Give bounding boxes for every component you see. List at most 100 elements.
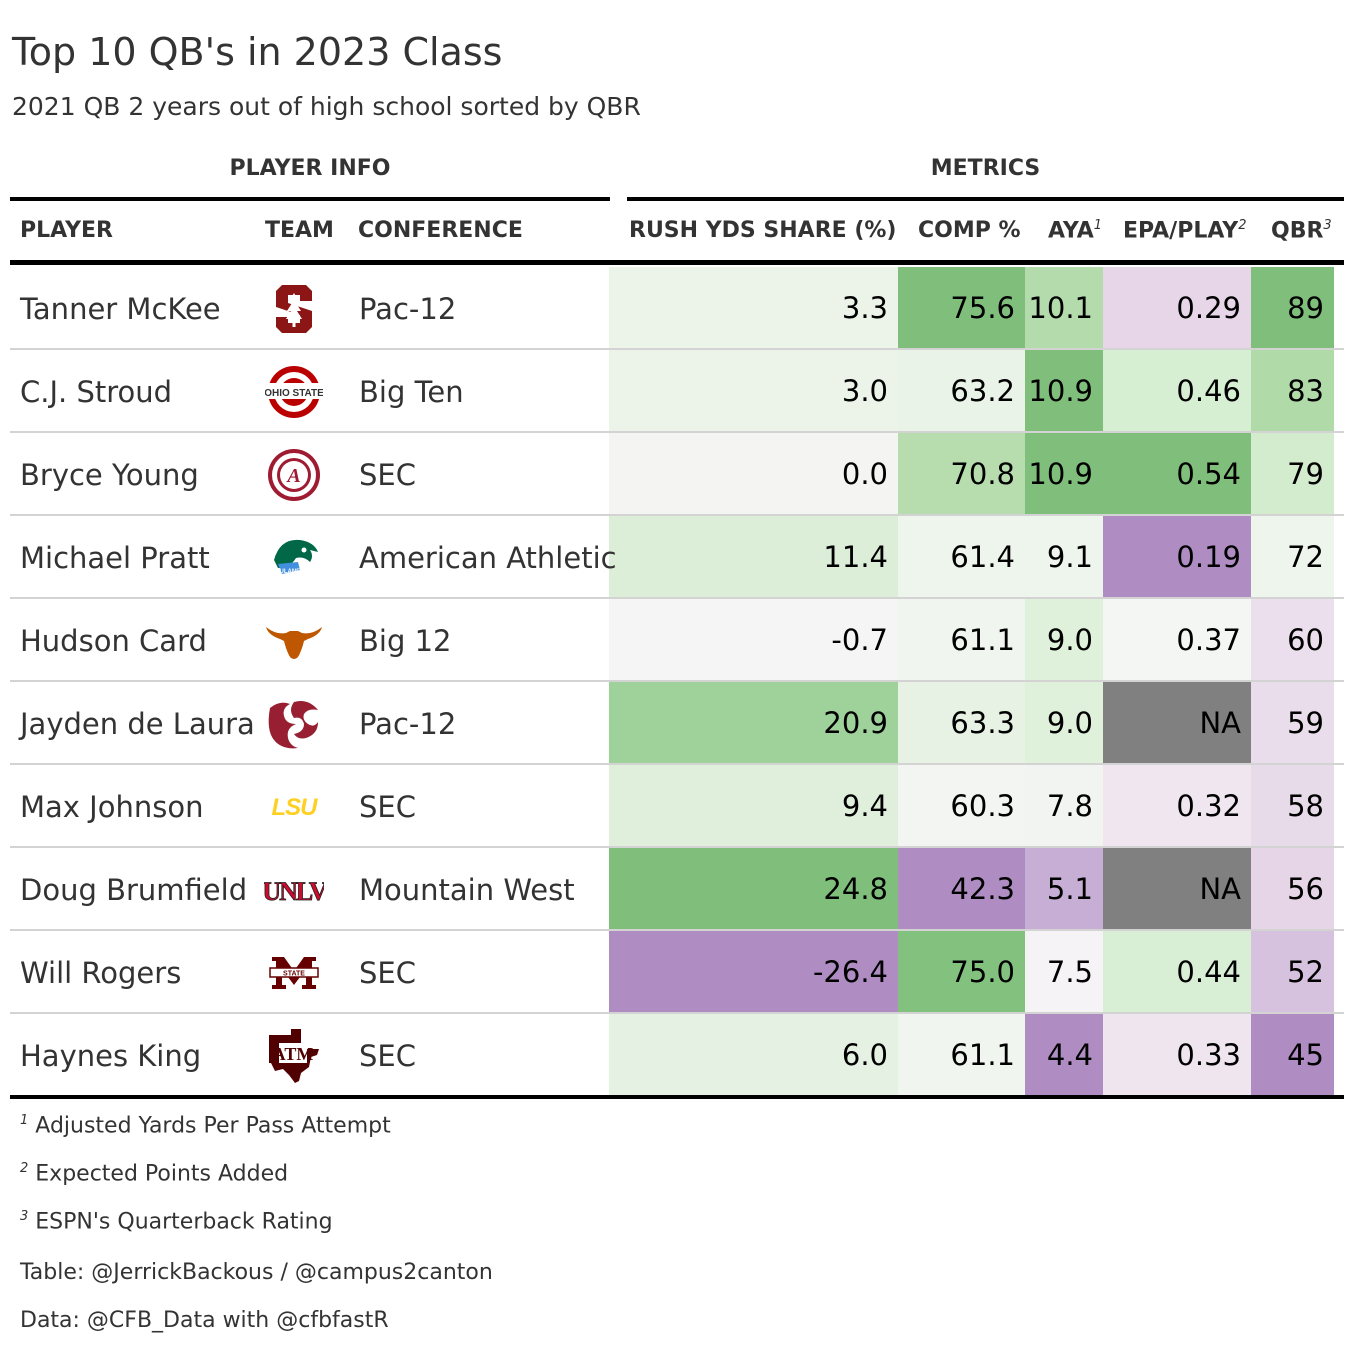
metric-cell-epa: 0.19 (1103, 516, 1251, 597)
conference-name: SEC (359, 955, 416, 990)
footnote-3-mark: 3 (20, 1209, 29, 1224)
lsu-logo-text: LSU (272, 794, 319, 820)
team-logo-icon: LSU (258, 765, 330, 848)
metric-cell-epa: 0.44 (1103, 931, 1251, 1012)
spanner-player-info: PLAYER INFO (229, 156, 391, 181)
table-row: 24.8 42.3 5.1 NA 56 Doug Brumfield UNLV Mountai… (10, 848, 1344, 931)
row-divider (10, 846, 1344, 848)
metric-cell-aya: 10.9 (1025, 350, 1103, 431)
metric-cell-epa: 0.33 (1103, 1014, 1251, 1095)
svg-text:A: A (285, 465, 300, 487)
player-name: C.J. Stroud (20, 374, 173, 409)
team-logo-icon (258, 682, 330, 765)
row-divider (10, 597, 1344, 599)
metric-cell-epa: NA (1103, 682, 1251, 763)
metric-cell-qbr: 59 (1251, 682, 1334, 763)
svg-text:ATM: ATM (273, 1044, 314, 1064)
metric-value-epa: 0.29 (1176, 290, 1241, 325)
player-name: Doug Brumfield (20, 872, 248, 907)
metric-value-aya: 9.0 (1046, 705, 1093, 740)
metric-cell-rush: 6.0 (609, 1014, 898, 1095)
table-row: 3.3 75.6 10.1 0.29 89 Tanner McKee Pac-12 (10, 267, 1344, 350)
spanner-metrics-rule (627, 197, 1344, 201)
metric-value-aya: 5.1 (1046, 871, 1093, 906)
footnote-2-text: Expected Points Added (35, 1161, 289, 1187)
metric-value-comp: 61.4 (950, 539, 1015, 574)
metric-cell-epa: 0.37 (1103, 599, 1251, 680)
metric-value-comp: 70.8 (950, 456, 1015, 491)
footnote-2-mark: 2 (20, 1161, 29, 1176)
spanner-player-info-rule (10, 197, 610, 201)
metric-cell-qbr: 79 (1251, 433, 1334, 514)
metric-cell-rush: 3.3 (609, 267, 898, 348)
ohio-state-logo-text: OHIO STATE (265, 388, 323, 399)
row-divider (10, 1012, 1344, 1014)
footnote-2: 2 Expected Points Added (20, 1161, 288, 1186)
metric-cell-comp: 42.3 (898, 848, 1025, 929)
conference-name: American Athletic (359, 540, 617, 575)
metric-cell-aya: 9.0 (1025, 682, 1103, 763)
player-name: Will Rogers (20, 955, 182, 990)
metric-cell-epa: 0.54 (1103, 433, 1251, 514)
metric-cell-comp: 75.0 (898, 931, 1025, 1012)
metric-value-qbr: 60 (1287, 622, 1324, 657)
table-row: 6.0 61.1 4.4 0.33 45 Haynes King ATM SEC (10, 1014, 1344, 1095)
metric-value-comp: 63.2 (950, 373, 1015, 408)
metric-value-aya: 7.8 (1046, 788, 1093, 823)
metric-value-epa: NA (1199, 705, 1241, 740)
aya-footnote-mark: 1 (1093, 218, 1103, 233)
metric-cell-qbr: 60 (1251, 599, 1334, 680)
metric-cell-qbr: 72 (1251, 516, 1334, 597)
metric-value-comp: 61.1 (950, 622, 1015, 657)
metric-value-qbr: 59 (1287, 705, 1324, 740)
source-data-credit: Data: @CFB_Data with @cfbfastR (20, 1308, 389, 1333)
qbr-footnote-mark: 3 (1323, 218, 1332, 233)
metric-value-rush: 24.8 (823, 871, 888, 906)
metric-cell-aya: 5.1 (1025, 848, 1103, 929)
metric-value-epa: 0.37 (1176, 622, 1241, 657)
table-row: 11.4 61.4 9.1 0.19 72 Michael Pratt TULANE Amer… (10, 516, 1344, 599)
footnote-3: 3 ESPN's Quarterback Rating (20, 1209, 333, 1234)
metric-value-epa: NA (1199, 871, 1241, 906)
metric-cell-aya: 10.9 (1025, 433, 1103, 514)
team-logo-icon: A (258, 433, 330, 516)
team-logo-icon: UNLV (258, 848, 330, 931)
conference-name: Pac-12 (359, 706, 457, 741)
metric-cell-aya: 9.1 (1025, 516, 1103, 597)
metric-cell-comp: 70.8 (898, 433, 1025, 514)
table-row: 20.9 63.3 9.0 NA 59 Jayden de Laura Pac-12 (10, 682, 1344, 765)
unlv-logo-text: UNLV (264, 877, 324, 906)
team-logo-icon (258, 599, 330, 682)
mississippi-state-logo-text: STATE (283, 970, 305, 977)
metric-cell-rush: -0.7 (609, 599, 898, 680)
row-divider (10, 514, 1344, 516)
metric-cell-rush: 3.0 (609, 350, 898, 431)
table-title: Top 10 QB's in 2023 Class (12, 30, 503, 74)
metric-value-rush: 11.4 (823, 539, 888, 574)
table-row: -26.4 75.0 7.5 0.44 52 Will Rogers STATE SEC (10, 931, 1344, 1014)
metric-cell-epa: NA (1103, 848, 1251, 929)
metric-value-epa: 0.19 (1176, 539, 1241, 574)
metric-cell-rush: -26.4 (609, 931, 898, 1012)
row-divider (10, 680, 1344, 682)
epa-footnote-mark: 2 (1238, 218, 1247, 233)
metric-cell-rush: 20.9 (609, 682, 898, 763)
conference-name: Big Ten (359, 374, 464, 409)
metric-cell-qbr: 45 (1251, 1014, 1334, 1095)
player-name: Jayden de Laura (20, 706, 255, 741)
metric-cell-qbr: 58 (1251, 765, 1334, 846)
metric-value-aya: 7.5 (1046, 954, 1093, 989)
col-header-aya-label: AYA (1048, 218, 1094, 244)
metric-value-rush: -26.4 (812, 954, 888, 989)
metric-cell-qbr: 89 (1251, 267, 1334, 348)
player-name: Hudson Card (20, 623, 207, 658)
col-header-team: TEAM (265, 218, 334, 243)
footnote-3-text: ESPN's Quarterback Rating (35, 1209, 333, 1235)
metric-cell-comp: 63.2 (898, 350, 1025, 431)
col-header-qbr: QBR3 (1271, 218, 1332, 243)
metric-cell-comp: 61.1 (898, 599, 1025, 680)
metric-value-aya: 10.9 (1028, 456, 1093, 491)
metric-value-comp: 61.1 (950, 1037, 1015, 1072)
metric-cell-aya: 10.1 (1025, 267, 1103, 348)
metric-cell-comp: 75.6 (898, 267, 1025, 348)
